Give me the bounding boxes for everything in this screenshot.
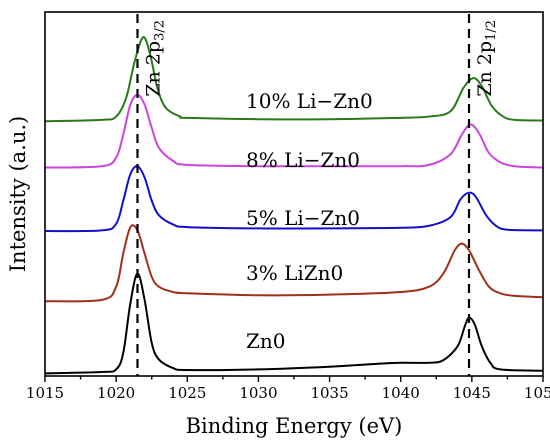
series-line-1 — [44, 224, 544, 303]
x-axis-label: Binding Energy (eV) — [186, 414, 403, 438]
series-line-2 — [44, 165, 544, 233]
y-axis-label: Intensity (a.u.) — [6, 116, 30, 272]
x-tick-label-5: 1040 — [382, 384, 420, 402]
x-tick-label-1: 1020 — [97, 384, 135, 402]
x-tick-label-3: 1030 — [239, 384, 277, 402]
series-line-0 — [44, 272, 544, 375]
x-tick-label-2: 1025 — [168, 384, 206, 402]
series-label-0: Zn0 — [246, 329, 286, 353]
series-label-2: 5% Li−Zn0 — [246, 206, 360, 230]
series-labels: Zn0 3% LiZn0 5% Li−Zn0 8% Li−Zn0 10% Li−Zn0 — [246, 89, 373, 353]
series-layer — [44, 36, 544, 375]
x-tick-label-6: 1045 — [453, 384, 491, 402]
x-tick-label-4: 1035 — [310, 384, 348, 402]
reference-label-0: Zn 2p3/2 — [142, 20, 167, 97]
series-label-3: 8% Li−Zn0 — [246, 148, 360, 172]
series-label-1: 3% LiZn0 — [246, 261, 343, 285]
reference-lines: Zn 2p3/2 Zn 2p1/2 — [136, 14, 499, 376]
x-ticks: 1015 1020 1025 1030 1035 1040 1045 1050 — [26, 376, 550, 402]
reference-label-1: Zn 2p1/2 — [474, 20, 499, 97]
series-label-4: 10% Li−Zn0 — [246, 89, 373, 113]
x-tick-label-0: 1015 — [26, 384, 64, 402]
series-line-3 — [44, 93, 544, 169]
x-tick-label-7: 1050 — [524, 384, 550, 402]
series-line-4 — [44, 36, 544, 123]
